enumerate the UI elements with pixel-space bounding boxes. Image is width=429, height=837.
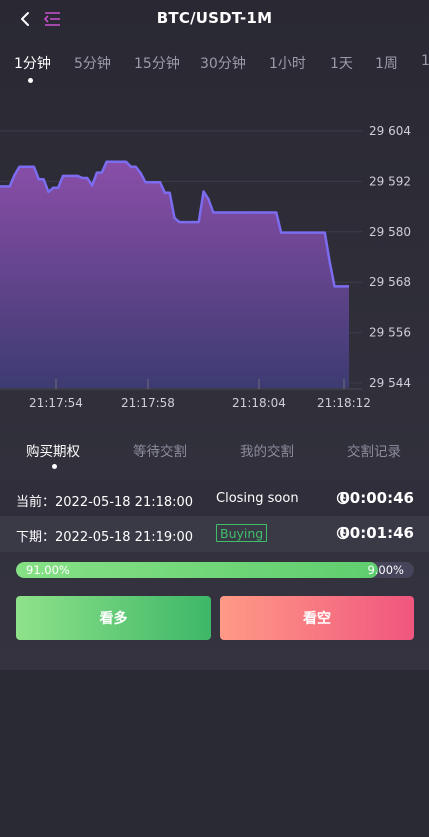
current-status: Closing soon xyxy=(216,491,299,506)
timeframe-tab-1[interactable]: 5分钟 xyxy=(74,56,111,72)
long-short-ratio-bar: 91.00% 9.00% xyxy=(16,562,414,578)
y-tick-label: 29 604 xyxy=(369,124,411,138)
long-ratio-fill xyxy=(16,562,379,578)
clock-icon xyxy=(336,491,350,505)
timeframe-tabs: 1分钟 5分钟 15分钟 30分钟 1小时 1天 1周 1 xyxy=(0,52,429,86)
x-tick-label: 21:18:04 xyxy=(232,396,286,410)
buying-badge: Buying xyxy=(216,524,268,542)
short-percent: 9.00% xyxy=(367,563,404,577)
timeframe-tab-3[interactable]: 30分钟 xyxy=(200,56,246,72)
page-title: BTC/USDT-1M xyxy=(156,9,273,27)
back-arrow-icon[interactable] xyxy=(18,10,32,28)
x-tick-label: 21:18:12 xyxy=(317,396,371,410)
active-timeframe-dot xyxy=(28,78,33,83)
timeframe-tab-7[interactable]: 1 xyxy=(421,53,429,69)
long-percent: 91.00% xyxy=(26,563,70,577)
option-tab-2[interactable]: 我的交割 xyxy=(240,444,294,460)
timeframe-tab-2[interactable]: 15分钟 xyxy=(134,56,180,72)
active-tab-dot xyxy=(52,464,57,469)
y-tick-label: 29 556 xyxy=(369,326,411,340)
timeframe-tab-4[interactable]: 1小时 xyxy=(269,56,306,72)
y-tick-label: 29 568 xyxy=(369,275,411,289)
header: BTC/USDT-1M xyxy=(0,0,429,38)
buy-short-button[interactable]: 看空 xyxy=(220,596,414,640)
next-period-label: 下期：2022-05-18 21:19:00 xyxy=(16,530,194,545)
price-line xyxy=(0,160,349,288)
timeframe-tab-5[interactable]: 1天 xyxy=(330,56,353,72)
x-tick-label: 21:17:54 xyxy=(29,396,83,410)
option-tabs: 购买期权 等待交割 我的交割 交割记录 xyxy=(0,430,429,478)
next-countdown: 00:01:46 xyxy=(339,524,414,542)
price-chart: 29 604 29 592 29 580 29 568 29 556 29 544 21:1… xyxy=(0,124,411,410)
y-tick-label: 29 580 xyxy=(369,225,411,239)
timeframe-tab-6[interactable]: 1周 xyxy=(375,56,398,72)
current-period-row: 当前：2022-05-18 21:18:00 Closing soon 00:0… xyxy=(0,481,429,517)
price-area xyxy=(0,161,349,388)
option-tab-1[interactable]: 等待交割 xyxy=(133,444,187,460)
next-period-row: 下期：2022-05-18 21:19:00 Buying 00:01:46 xyxy=(0,516,429,552)
y-tick-label: 29 544 xyxy=(369,376,411,390)
option-tab-3[interactable]: 交割记录 xyxy=(347,444,401,460)
current-countdown: 00:00:46 xyxy=(339,489,414,507)
y-tick-label: 29 592 xyxy=(369,174,411,188)
current-period-label: 当前：2022-05-18 21:18:00 xyxy=(16,495,194,510)
clock-icon xyxy=(336,526,350,540)
timeframe-tab-0[interactable]: 1分钟 xyxy=(14,56,51,72)
option-tab-0[interactable]: 购买期权 xyxy=(26,444,80,460)
x-tick-label: 21:17:58 xyxy=(121,396,175,410)
buy-long-button[interactable]: 看多 xyxy=(16,596,211,640)
menu-icon[interactable] xyxy=(42,9,62,29)
